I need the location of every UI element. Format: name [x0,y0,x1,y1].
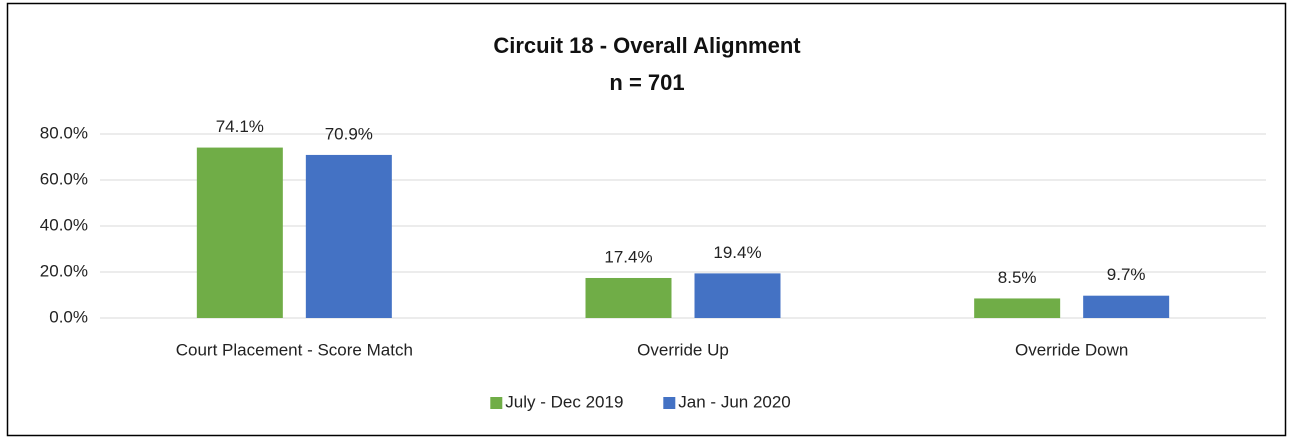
value-label: 17.4% [604,247,652,266]
x-tick-label: Override Up [637,340,729,359]
value-label: 70.9% [325,124,373,143]
value-label: 8.5% [998,268,1037,287]
y-tick-label: 60.0% [40,169,88,188]
value-label: 19.4% [713,243,761,262]
bar [585,277,672,318]
y-tick-label: 20.0% [40,261,88,280]
bar [694,273,781,318]
chart-subtitle: n = 701 [609,70,684,95]
legend-label: Jan - Jun 2020 [678,392,790,411]
y-tick-label: 40.0% [40,215,88,234]
bar [196,147,283,318]
x-tick-label: Override Down [1015,340,1128,359]
x-tick-label: Court Placement - Score Match [176,340,413,359]
y-tick-label: 0.0% [49,307,88,326]
bar [305,154,392,318]
legend-swatch [490,397,503,409]
bar [974,298,1061,318]
y-tick-label: 80.0% [40,123,88,142]
value-label: 9.7% [1107,265,1146,284]
bar [1083,295,1170,318]
chart-title: Circuit 18 - Overall Alignment [493,33,801,58]
legend-label: July - Dec 2019 [505,392,623,411]
value-label: 74.1% [216,117,264,136]
legend-swatch [663,397,676,409]
